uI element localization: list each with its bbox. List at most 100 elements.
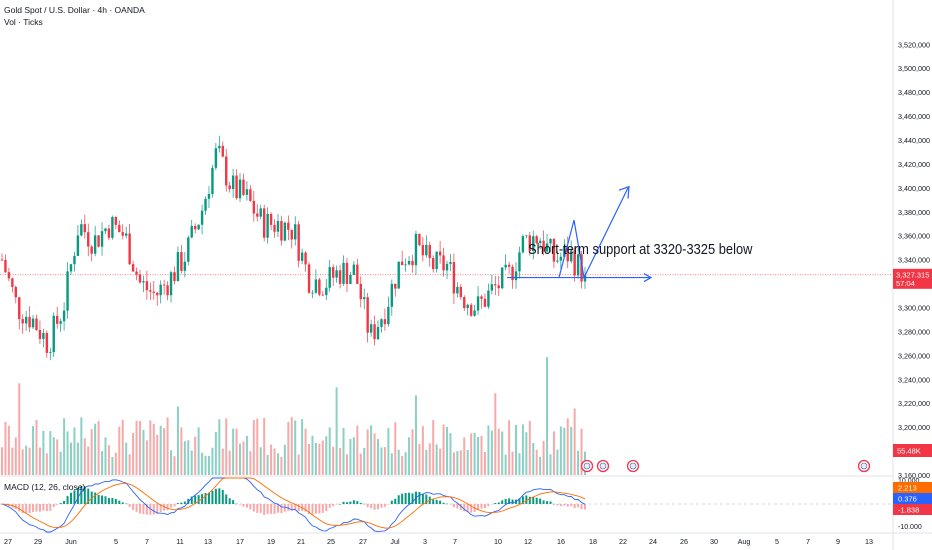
- candle-body: [383, 319, 387, 325]
- volume-legend[interactable]: Vol · Ticks: [4, 17, 43, 27]
- volume-bar: [125, 442, 128, 475]
- macd-histogram-bar: [308, 504, 311, 515]
- time-tick-label: 7: [145, 537, 149, 546]
- candle-body: [552, 238, 556, 262]
- volume-bar: [456, 451, 459, 475]
- candles: [0, 135, 587, 361]
- candle-body: [235, 175, 238, 199]
- volume-bar: [446, 426, 449, 475]
- volume-bar: [411, 429, 414, 475]
- price-tick-label: 3,340,000: [898, 256, 930, 265]
- candle-body: [52, 315, 55, 353]
- volume-bar: [359, 453, 362, 475]
- support-annotation[interactable]: Short-term support at 3320-3325 below: [528, 241, 753, 258]
- macd-histogram-bar: [125, 503, 128, 505]
- candle-body: [445, 263, 449, 271]
- candle-body: [483, 298, 487, 307]
- candle-body: [473, 310, 476, 316]
- candle-body: [394, 283, 397, 289]
- macd-value-text: -1.838: [898, 506, 919, 515]
- macd-histogram-bar: [297, 504, 300, 511]
- macd-histogram-bar: [45, 504, 48, 512]
- candle-body: [449, 262, 452, 264]
- us-flag-event-icon-inner: [629, 462, 637, 470]
- macd-histogram-bar: [535, 497, 538, 504]
- volume-bar: [183, 441, 186, 475]
- candle-body: [570, 250, 573, 262]
- symbol-title[interactable]: Gold Spot / U.S. Dollar · 4h · OANDA: [4, 5, 145, 15]
- macd-histogram-bar: [38, 504, 41, 512]
- volume-bar: [45, 453, 48, 475]
- candle-body: [325, 287, 328, 296]
- drawings[interactable]: [507, 185, 653, 283]
- volume-bar: [432, 420, 435, 475]
- macd-histogram-bar: [425, 494, 428, 504]
- time-axis[interactable]: 27 29 Jun 5 7 11 13 17 19 21 25 27 Jul 3 7 10 12 16 18 22 24…: [4, 537, 873, 546]
- volume-bar: [252, 420, 255, 475]
- candle-body: [104, 228, 107, 232]
- candle-body: [62, 310, 66, 322]
- volume-bar: [266, 454, 269, 475]
- candle-body: [59, 321, 62, 324]
- candle-body: [518, 252, 521, 272]
- candle-body: [221, 145, 224, 157]
- volume-bar: [297, 454, 300, 475]
- candle-body: [331, 267, 335, 278]
- macd-histogram-bar: [214, 488, 217, 504]
- macd-histogram-bar: [466, 504, 469, 512]
- volume-bar: [501, 431, 504, 475]
- volume-bar: [497, 428, 500, 475]
- candle-body: [21, 319, 24, 324]
- volume-bar: [118, 426, 121, 475]
- volume-bar: [335, 387, 338, 475]
- candle-body: [118, 224, 121, 233]
- candle-body: [507, 264, 511, 267]
- candle-body: [580, 254, 583, 282]
- macd-histogram-bar: [304, 504, 307, 512]
- volume-bar: [304, 428, 307, 475]
- candle-body: [24, 316, 28, 324]
- volume-bar: [214, 431, 217, 475]
- volume-bar: [166, 417, 169, 475]
- volume-bar: [556, 449, 559, 475]
- macd-histogram-bar: [314, 504, 317, 514]
- volume-bar: [76, 442, 79, 475]
- macd-histogram-bar: [508, 498, 511, 504]
- macd-histogram-bar: [32, 504, 35, 512]
- volume-bar: [235, 428, 238, 475]
- price-axis[interactable]: 3,520,000 3,500,000 3,480,000 3,460,000 3,44…: [893, 40, 932, 531]
- macd-histogram-bar: [35, 504, 38, 512]
- macd-histogram-bar: [204, 493, 207, 504]
- macd-histogram-bar: [25, 504, 28, 513]
- candle-body: [45, 332, 49, 353]
- volume-bar: [373, 433, 376, 475]
- candle-body: [300, 252, 304, 261]
- candle-body: [11, 278, 14, 288]
- macd-histogram-bar: [432, 499, 435, 504]
- volume-bar: [401, 456, 404, 475]
- candle-body: [142, 281, 145, 283]
- candle-body: [342, 262, 345, 284]
- candle-body: [304, 252, 307, 265]
- volume-bar: [494, 393, 497, 475]
- candle-body: [287, 222, 290, 230]
- candle-body: [49, 352, 52, 353]
- candle-body: [204, 198, 207, 211]
- macd-histogram-bar: [97, 494, 100, 504]
- macd-histogram-bar: [52, 504, 55, 507]
- volume-bar: [580, 428, 583, 475]
- candle-body: [452, 262, 456, 294]
- macd-legend[interactable]: MACD (12, 26, close): [4, 482, 86, 492]
- candle-body: [90, 246, 93, 254]
- economic-events[interactable]: [580, 459, 871, 473]
- volume-bar: [480, 435, 483, 475]
- time-tick-label: 29: [34, 537, 42, 546]
- macd-histogram-bar: [542, 500, 545, 504]
- candle-body: [276, 221, 280, 232]
- volume-bar: [370, 425, 373, 475]
- macd-histogram-bar: [107, 498, 110, 504]
- macd-histogram-bar: [570, 504, 573, 507]
- macd-histogram-bar: [318, 504, 321, 514]
- time-tick-label: 5: [775, 537, 779, 546]
